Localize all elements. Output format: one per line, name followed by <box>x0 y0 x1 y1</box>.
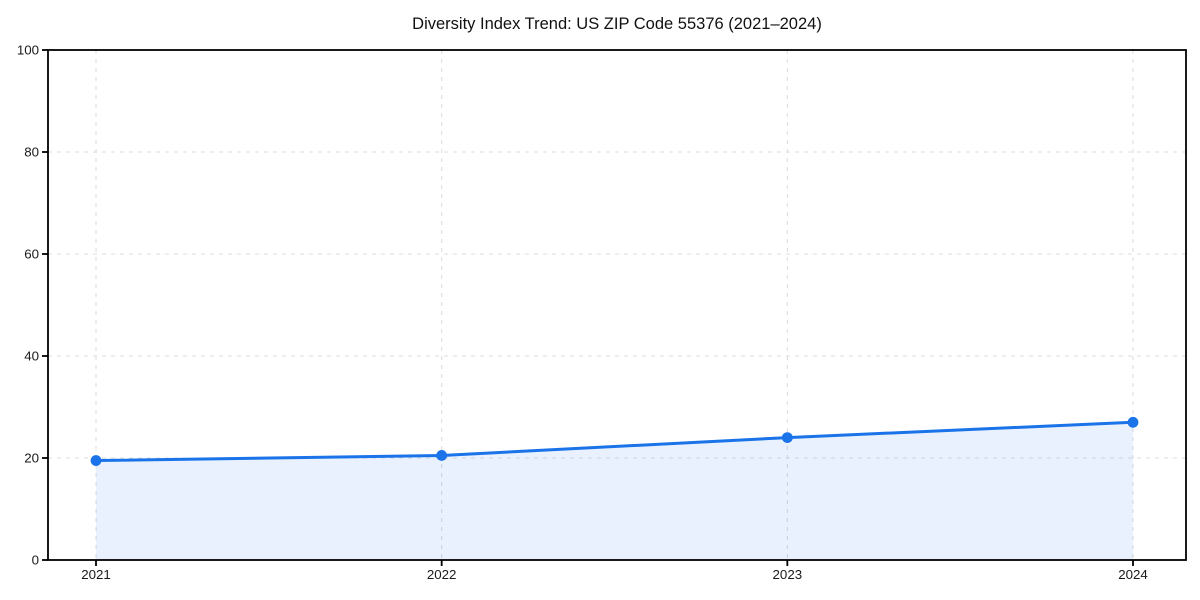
data-point-2022 <box>436 450 448 461</box>
data-point-2024 <box>1127 416 1139 428</box>
x-tick-label: 2024 <box>1118 567 1148 582</box>
plot-border <box>47 49 1187 561</box>
data-point-2023 <box>781 432 793 443</box>
chart-title: Diversity Index Trend: US ZIP Code 55376… <box>412 15 822 33</box>
data-points <box>90 416 1139 466</box>
series-line <box>94 420 1135 463</box>
trend-line <box>94 420 1135 463</box>
x-tick-label: 2022 <box>427 567 457 582</box>
y-tick-label: 40 <box>24 349 39 364</box>
y-tick-label: 20 <box>24 451 39 466</box>
data-point-2021 <box>90 455 102 466</box>
y-tick-label: 80 <box>24 145 39 160</box>
y-tick-label: 0 <box>32 553 39 568</box>
x-tick-label: 2021 <box>81 567 111 582</box>
area-under-line <box>96 422 1133 560</box>
tick-labels: 0 20 40 60 80 100 2021 2022 2023 2024 <box>17 43 1148 582</box>
tick-marks <box>42 49 1134 566</box>
y-tick-label: 100 <box>17 43 39 58</box>
x-tick-label: 2023 <box>773 567 803 582</box>
y-tick-label: 60 <box>24 247 39 262</box>
area-fill <box>96 422 1133 560</box>
axes-box <box>47 49 1187 561</box>
